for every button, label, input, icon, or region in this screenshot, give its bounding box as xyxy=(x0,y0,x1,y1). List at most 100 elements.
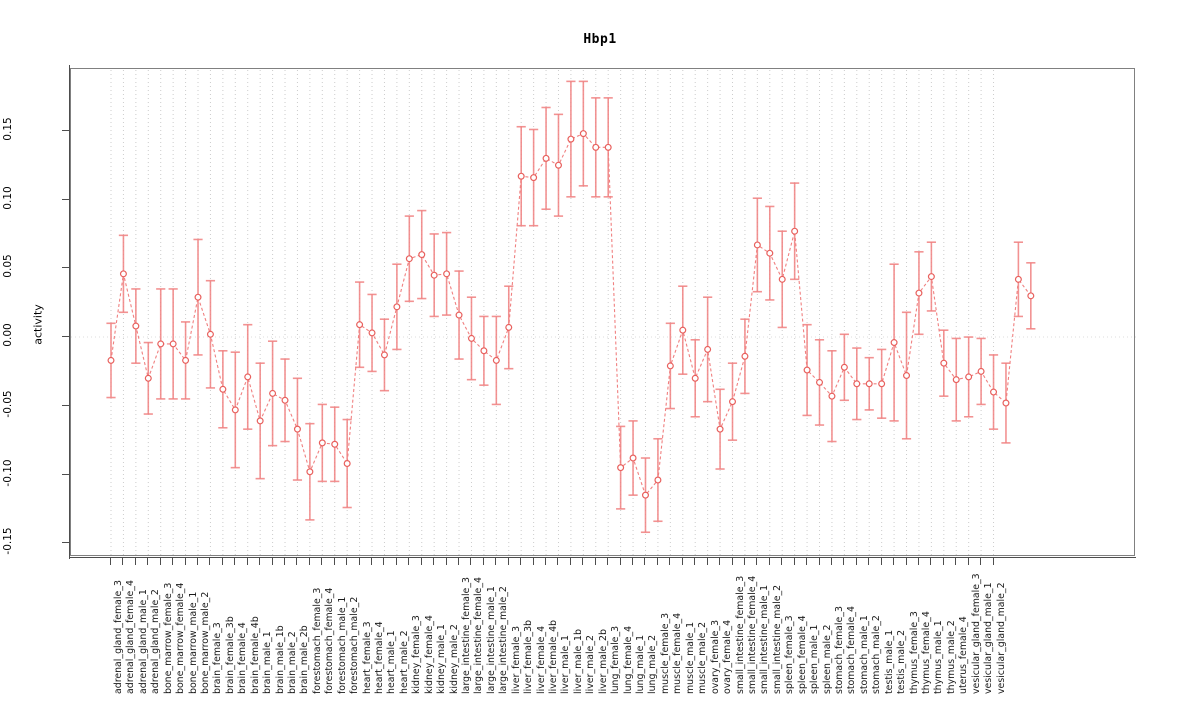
data-point-marker[interactable] xyxy=(791,227,799,235)
x-tick xyxy=(321,558,323,565)
x-tick-label: spleen_male_1 xyxy=(809,624,821,694)
x-tick xyxy=(955,558,957,565)
data-point-marker[interactable] xyxy=(617,464,625,472)
data-point-marker[interactable] xyxy=(952,376,960,384)
data-point-marker[interactable] xyxy=(306,468,314,476)
x-tick-label: thymus_female_4 xyxy=(920,611,932,694)
x-tick-label: stomach_male_2 xyxy=(871,615,883,694)
y-tick-label: 0.00 xyxy=(2,323,14,347)
data-point-marker[interactable] xyxy=(182,356,190,364)
data-point-marker[interactable] xyxy=(1002,399,1010,407)
data-point-marker[interactable] xyxy=(741,352,749,360)
x-tick-label: vesicular_gland_female_3 xyxy=(970,573,982,694)
data-point-marker[interactable] xyxy=(219,385,227,393)
data-point-marker[interactable] xyxy=(244,373,252,381)
data-point-marker[interactable] xyxy=(542,154,550,162)
data-point-marker[interactable] xyxy=(554,161,562,169)
x-tick-label: forestomach_male_2 xyxy=(349,596,361,694)
data-point-marker[interactable] xyxy=(728,398,736,406)
data-point-marker[interactable] xyxy=(853,380,861,388)
data-point-marker[interactable] xyxy=(865,380,873,388)
data-point-marker[interactable] xyxy=(455,311,463,319)
data-point-marker[interactable] xyxy=(803,366,811,374)
data-point-marker[interactable] xyxy=(356,321,364,329)
data-point-marker[interactable] xyxy=(816,378,824,386)
data-point-marker[interactable] xyxy=(604,143,612,151)
x-tick-label: brain_male_1 xyxy=(262,631,274,694)
data-point-marker[interactable] xyxy=(679,326,687,334)
data-point-marker[interactable] xyxy=(878,380,886,388)
x-tick-label: liver_female_3 xyxy=(510,625,522,694)
data-point-marker[interactable] xyxy=(579,130,587,138)
data-point-marker[interactable] xyxy=(654,476,662,484)
data-point-marker[interactable] xyxy=(903,372,911,380)
data-point-marker[interactable] xyxy=(1027,292,1035,300)
x-tick xyxy=(346,558,348,565)
data-point-marker[interactable] xyxy=(343,460,351,468)
data-point-marker[interactable] xyxy=(977,367,985,375)
x-tick-label: thymus_male_2 xyxy=(945,620,957,694)
data-point-marker[interactable] xyxy=(256,417,264,425)
data-point-marker[interactable] xyxy=(517,172,525,180)
data-point-marker[interactable] xyxy=(716,425,724,433)
data-point-marker[interactable] xyxy=(430,271,438,279)
data-point-marker[interactable] xyxy=(629,454,637,462)
data-point-marker[interactable] xyxy=(927,273,935,281)
data-point-marker[interactable] xyxy=(840,363,848,371)
data-point-marker[interactable] xyxy=(990,388,998,396)
x-tick-label: kidney_female_3 xyxy=(411,615,423,694)
x-tick xyxy=(234,558,236,565)
data-point-marker[interactable] xyxy=(293,425,301,433)
data-point-marker[interactable] xyxy=(753,241,761,249)
data-point-marker[interactable] xyxy=(132,322,140,330)
data-point-marker[interactable] xyxy=(766,249,774,257)
x-tick-label: heart_female_4 xyxy=(374,621,386,694)
data-point-marker[interactable] xyxy=(231,406,239,414)
data-point-marker[interactable] xyxy=(269,389,277,397)
data-point-marker[interactable] xyxy=(144,374,152,382)
data-point-marker[interactable] xyxy=(119,270,127,278)
data-point-marker[interactable] xyxy=(915,289,923,297)
x-tick xyxy=(582,558,584,565)
data-point-marker[interactable] xyxy=(641,491,649,499)
x-tick xyxy=(868,558,870,565)
data-point-marker[interactable] xyxy=(666,362,674,370)
data-point-marker[interactable] xyxy=(691,374,699,382)
data-point-marker[interactable] xyxy=(380,351,388,359)
data-point-marker[interactable] xyxy=(318,439,326,447)
data-point-marker[interactable] xyxy=(331,440,339,448)
data-point-marker[interactable] xyxy=(704,345,712,353)
x-tick xyxy=(793,558,795,565)
data-point-marker[interactable] xyxy=(405,255,413,263)
x-tick xyxy=(644,558,646,565)
data-point-marker[interactable] xyxy=(778,275,786,283)
data-point-marker[interactable] xyxy=(368,329,376,337)
data-point-marker[interactable] xyxy=(1014,275,1022,283)
data-point-marker[interactable] xyxy=(107,356,115,364)
data-point-marker[interactable] xyxy=(480,347,488,355)
data-point-marker[interactable] xyxy=(157,340,165,348)
x-tick-label: brain_male_2b xyxy=(299,625,311,694)
data-point-marker[interactable] xyxy=(281,396,289,404)
y-axis-title: activity xyxy=(31,304,45,345)
data-point-marker[interactable] xyxy=(828,392,836,400)
data-point-marker[interactable] xyxy=(206,330,214,338)
x-tick-label: small_intestine_male_1 xyxy=(759,584,771,694)
x-tick xyxy=(917,558,919,565)
data-point-marker[interactable] xyxy=(418,251,426,259)
data-point-marker[interactable] xyxy=(567,135,575,143)
data-point-marker[interactable] xyxy=(505,323,513,331)
data-point-marker[interactable] xyxy=(940,359,948,367)
data-point-marker[interactable] xyxy=(393,303,401,311)
data-point-marker[interactable] xyxy=(194,293,202,301)
data-point-marker[interactable] xyxy=(965,373,973,381)
data-point-marker[interactable] xyxy=(467,334,475,342)
x-tick-label: thymus_female_3 xyxy=(908,611,920,694)
data-point-marker[interactable] xyxy=(443,270,451,278)
x-tick xyxy=(110,558,111,565)
data-point-marker[interactable] xyxy=(169,340,177,348)
data-point-marker[interactable] xyxy=(890,339,898,347)
data-point-marker[interactable] xyxy=(530,174,538,182)
data-point-marker[interactable] xyxy=(592,143,600,151)
data-point-marker[interactable] xyxy=(492,356,500,364)
